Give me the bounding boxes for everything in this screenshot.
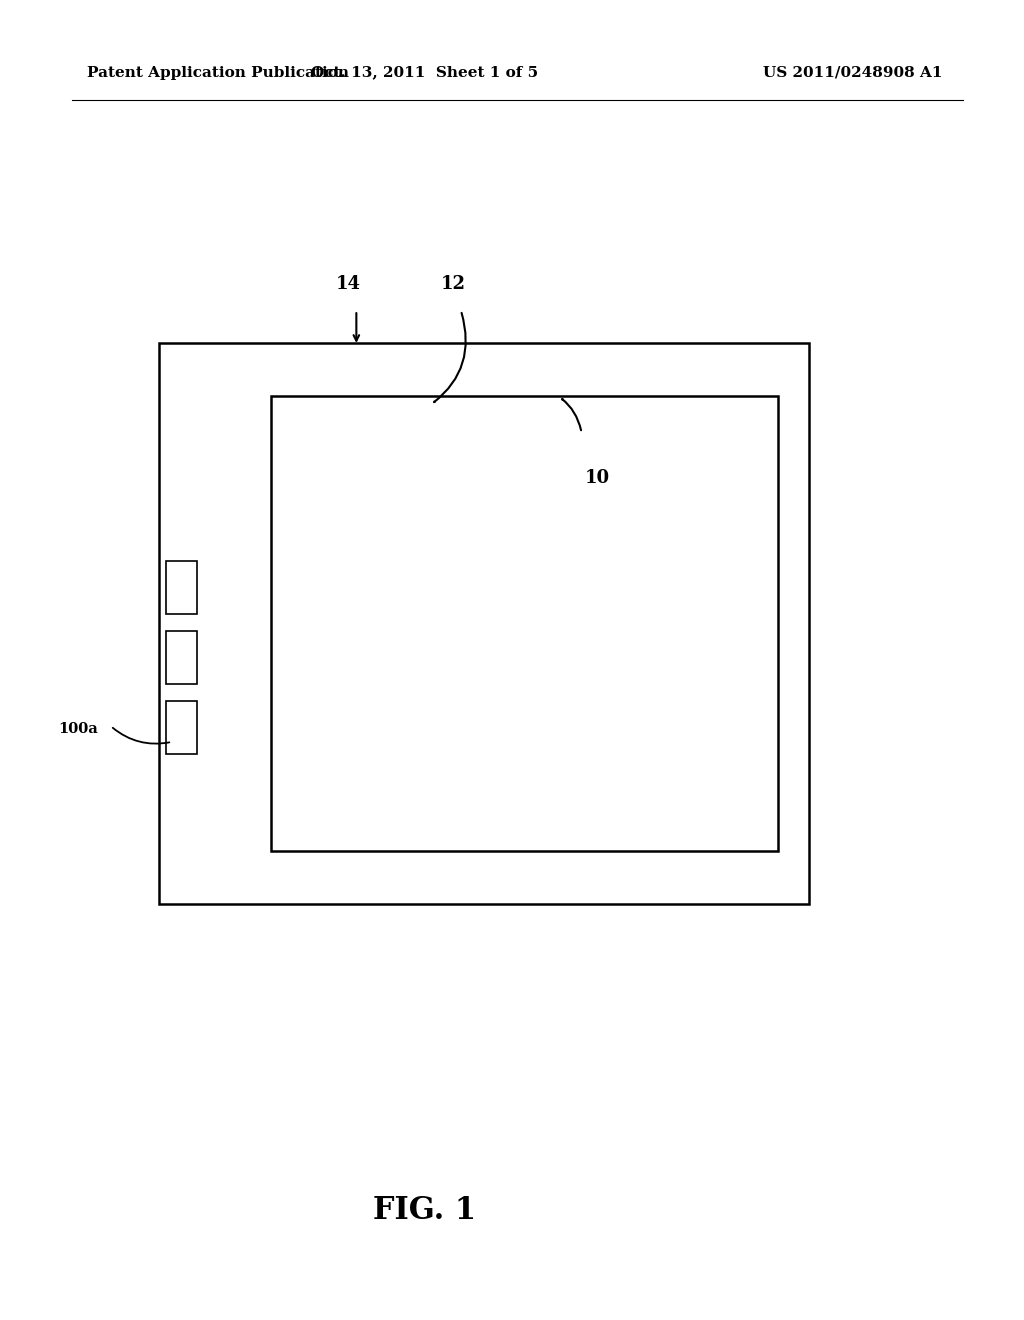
Bar <box>166 701 197 754</box>
Text: 10: 10 <box>585 469 609 487</box>
Text: Oct. 13, 2011  Sheet 1 of 5: Oct. 13, 2011 Sheet 1 of 5 <box>311 66 539 79</box>
Text: Patent Application Publication: Patent Application Publication <box>87 66 349 79</box>
Bar <box>159 343 809 904</box>
Bar <box>166 631 197 684</box>
FancyArrowPatch shape <box>562 399 581 430</box>
Text: US 2011/0248908 A1: US 2011/0248908 A1 <box>763 66 942 79</box>
Bar <box>271 396 778 851</box>
Text: 100a: 100a <box>58 722 98 735</box>
FancyArrowPatch shape <box>434 313 466 403</box>
Text: FIG. 1: FIG. 1 <box>374 1195 476 1226</box>
Text: 12: 12 <box>441 275 466 293</box>
FancyArrowPatch shape <box>113 727 169 743</box>
Text: 14: 14 <box>336 275 360 293</box>
Bar <box>166 561 197 614</box>
